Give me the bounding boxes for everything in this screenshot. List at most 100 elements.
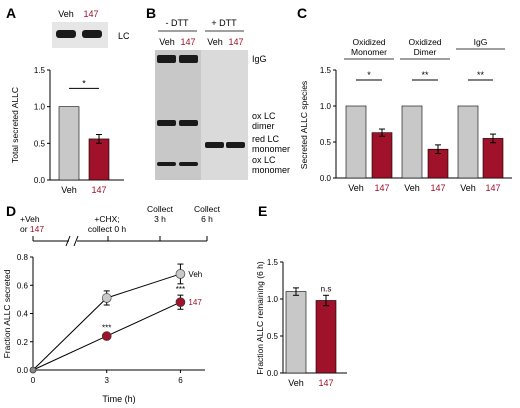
- chart-e-x-tick-label: 147: [318, 378, 333, 388]
- timeline-c3-2: 3 h: [154, 214, 166, 224]
- chart-c-bar-2-1: [482, 138, 504, 179]
- timeline-break-1: [65, 235, 71, 247]
- chart-e-y-label: Fraction ALLC remaining (6 h): [255, 261, 265, 375]
- band-mono-1: [157, 162, 176, 166]
- chart-d-point-Veh: [175, 269, 186, 279]
- chart-c-y-tick-label: 1.0: [320, 102, 332, 111]
- chart-a-y-tick-label: 1.5: [34, 66, 46, 75]
- blot-a-band-veh: [56, 30, 76, 38]
- panel-letter-d: D: [6, 203, 16, 219]
- chart-c-sig-label: **: [421, 70, 429, 80]
- chart-d-y-tick-label: 0.4: [17, 310, 29, 319]
- chart-a-x-tick-label: Veh: [61, 185, 77, 195]
- blot-b-smear: [155, 50, 201, 180]
- chart-c-y-tick-label: 0.5: [320, 138, 332, 147]
- band-dimer-1: [157, 120, 176, 126]
- chart-c-sig-label: *: [367, 70, 371, 80]
- chart-e-bar-Veh: [285, 291, 307, 374]
- panel-letter-a: A: [6, 5, 16, 21]
- band-mono-2: [179, 162, 198, 166]
- charts-layer: 0.0 0.5 1.0 1.5 Total secreted ALLC Veh 147 * 0.…: [2, 37, 512, 404]
- blot-a-lane-veh: Veh: [58, 9, 74, 19]
- chart-d-point-147: [175, 297, 186, 308]
- timeline-start-2-prefix: or: [20, 224, 30, 234]
- chart-e-ns-label: n.s: [321, 284, 332, 293]
- panel-a-blot: Veh 147 LC: [52, 9, 130, 48]
- blot-b-lane-3: Veh: [207, 37, 223, 47]
- band-igg-2: [179, 55, 198, 63]
- blot-b-group-plus-dtt: + DTT: [211, 18, 237, 28]
- chart-e-y-tick-label: 0.5: [267, 332, 279, 341]
- chart-c-x-tick-label: 147: [485, 183, 500, 193]
- panel-d-timeline: +Veh or 147 +CHX; collect 0 h Collect 3 …: [20, 204, 221, 247]
- chart-c-x-tick-label: Veh: [348, 183, 364, 193]
- blot-b-lane-4: 147: [228, 37, 243, 47]
- chart-a-y-tick-label: 1.0: [34, 103, 46, 112]
- chart-c-bar-1-0: [401, 105, 423, 179]
- band-dimer-2: [179, 120, 198, 126]
- chart-d-series-label: 147: [188, 298, 202, 307]
- chart-d-x-tick-label: 3: [104, 376, 109, 385]
- blot-b-lane-1: Veh: [159, 37, 175, 47]
- panel-letter-c: C: [297, 5, 307, 21]
- timeline-start-2: or 147: [20, 224, 44, 234]
- chart-c-group-label: IgG: [474, 37, 488, 47]
- panel-b-blot: - DTT + DTT Veh 147 Veh 147 IgG ox LC di…: [155, 18, 290, 180]
- chart-e-y-tick-label: 1.0: [267, 295, 279, 304]
- chart-d-point-147: [101, 331, 112, 341]
- timeline-c6-2: 6 h: [201, 214, 213, 224]
- chart-d-point-Veh: [101, 293, 112, 303]
- blot-b-label-dimer-2: dimer: [252, 121, 275, 131]
- chart-d-sig-label: ***: [176, 285, 185, 294]
- chart-c-group-label: Oxidized: [408, 37, 441, 47]
- chart-d-line-Veh: [32, 273, 181, 371]
- timeline-c3-1: Collect: [147, 204, 174, 214]
- chart-c-x-tick-label: Veh: [460, 183, 476, 193]
- chart-e-y-tick-label: 1.5: [267, 258, 279, 267]
- band-red-2: [226, 142, 245, 148]
- chart-c-y-tick-label: 1.5: [320, 66, 332, 75]
- chart-d-y-tick-label: 0.0: [17, 366, 29, 375]
- timeline-break-2: [73, 235, 79, 247]
- blot-b-label-igg: IgG: [252, 54, 267, 64]
- blot-b-lane-2: 147: [180, 37, 195, 47]
- chart-c-y-tick-label: 0.0: [320, 174, 332, 183]
- blot-a-lane-147: 147: [83, 9, 98, 19]
- chart-c-group-label: Dimer: [414, 47, 437, 57]
- blot-b-label-red-1: red LC: [252, 134, 280, 144]
- panel-letter-e: E: [258, 203, 267, 219]
- chart-d-y-tick-label: 0.8: [17, 253, 29, 262]
- chart-a-bar-Veh: [58, 106, 80, 181]
- blot-b-label-mono-1: ox LC: [252, 155, 276, 165]
- chart-c-x-tick-label: Veh: [404, 183, 420, 193]
- chart-d-x-tick-label: 6: [178, 376, 183, 385]
- blot-b-label-red-2: monomer: [252, 144, 290, 154]
- chart-e-y-tick-label: 0.0: [267, 369, 279, 378]
- chart-d-y-label: Fraction ALLC secreted: [2, 269, 12, 358]
- timeline-start-2-drug: 147: [30, 224, 44, 234]
- chart-a-bar-147: [88, 138, 110, 181]
- chart-c-x-tick-label: 147: [430, 183, 445, 193]
- chart-d-y-tick-label: 0.2: [17, 338, 29, 347]
- chart-d-y-tick-label: 0.6: [17, 281, 29, 290]
- chart-a-y-tick-label: 0.0: [34, 176, 46, 185]
- chart-c-x-tick-label: 147: [374, 183, 389, 193]
- chart-e-bar-147: [315, 300, 337, 374]
- chart-a-x-tick-label: 147: [91, 185, 106, 195]
- band-red-1: [205, 142, 224, 148]
- chart-c-y-label: Secreted ALLC species: [299, 81, 309, 169]
- chart-d-sig-label: ***: [102, 323, 111, 332]
- chart-a-y-tick-label: 0.5: [34, 139, 46, 148]
- blot-a-band-147: [82, 30, 102, 38]
- blot-a-label-lc: LC: [118, 31, 130, 41]
- chart-d-series-label: Veh: [188, 270, 202, 279]
- timeline-start-1: +Veh: [20, 214, 40, 224]
- chart-a-sig-label: *: [82, 78, 86, 88]
- timeline-chx-1: +CHX;: [94, 214, 119, 224]
- panel-letter-b: B: [146, 5, 156, 21]
- chart-e-x-tick-label: Veh: [288, 378, 304, 388]
- blot-b-label-mono-2: monomer: [252, 165, 290, 175]
- timeline-c6-1: Collect: [194, 204, 221, 214]
- chart-c-bar-0-0: [345, 105, 367, 179]
